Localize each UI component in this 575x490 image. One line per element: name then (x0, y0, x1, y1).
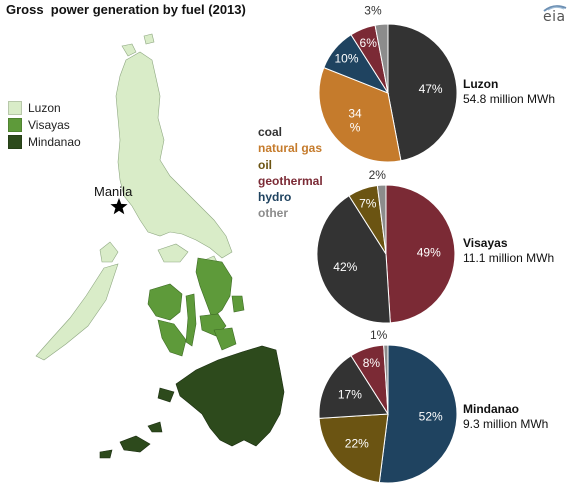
region-name: Luzon (463, 77, 499, 91)
manila-star-icon (110, 198, 128, 215)
pie-data-label: 17% (338, 388, 362, 402)
pie-slice-mindanao-coal (318, 355, 389, 419)
luzon-region (35, 33, 233, 361)
region-label-luzon: Luzon 54.8 million MWh (463, 77, 555, 107)
pie-luzon: 47% 34 % 10%6% 3% (318, 3, 458, 163)
eia-logo-icon (543, 5, 567, 12)
region-caption: 11.1 million MWh (463, 251, 555, 265)
region-label-mindanao: Mindanao 9.3 million MWh (463, 402, 548, 432)
pie-slice-visayas-coal (316, 195, 391, 324)
region-name: Mindanao (463, 402, 519, 416)
pie-data-label: 10% (335, 52, 359, 66)
region-name: Visayas (463, 236, 508, 250)
pie-slice-mindanao-other (383, 344, 389, 415)
pie-slice-luzon-other (374, 23, 389, 94)
map-legend-item-luzon: Luzon (8, 100, 81, 116)
fuel-legend-geothermal: geothermal (258, 173, 323, 188)
pie-data-label: 3% (364, 3, 382, 17)
pie-data-label: 52% (419, 410, 443, 424)
pie-charts: 47% 34 % 10%6% 3% 49% 42% 7% 2% 52% 22% 17% 8% 1% (316, 3, 458, 484)
pie-slice-luzon-coal (387, 23, 458, 162)
pie-data-label: 6% (360, 36, 378, 50)
pie-slice-mindanao-hydro (378, 344, 458, 484)
fuel-legend-other: other (258, 206, 288, 221)
map-legend-item-visayas: Visayas (8, 117, 81, 133)
region-caption: 54.8 million MWh (463, 92, 556, 106)
map-legend-item-mindanao: Mindanao (8, 134, 81, 150)
pie-data-label: 7% (359, 196, 377, 210)
pie-data-label: 49% (417, 246, 441, 260)
pie-visayas: 49% 42% 7% 2% (316, 168, 456, 324)
region-label-visayas: Visayas 11.1 million MWh (463, 236, 554, 266)
map-legend-label: Luzon (28, 101, 61, 115)
pie-slice-luzon-natural-gas (318, 66, 402, 163)
visayas-region (147, 257, 245, 357)
mindanao-region (99, 345, 285, 459)
pie-data-label: 1% (370, 328, 388, 342)
manila-label: Manila (94, 184, 133, 199)
pie-data-label: 8% (363, 356, 381, 370)
pie-slice-visayas-other (376, 184, 387, 255)
pie-data-label: 22% (345, 436, 369, 450)
map-legend-swatch (8, 135, 22, 149)
map-legend-label: Mindanao (28, 135, 81, 149)
fuel-legend-natural-gas: natural gas (258, 141, 323, 156)
map-legend-swatch (8, 101, 22, 115)
pie-data-label: 2% (369, 168, 387, 182)
eia-logo-text: eia (543, 9, 566, 25)
pie-data-label: 42% (333, 260, 357, 274)
pie-slice-mindanao-oil (318, 413, 389, 484)
pie-data-label: 34% (348, 106, 362, 134)
region-caption: 9.3 million MWh (463, 417, 549, 431)
philippines-map (35, 33, 285, 459)
map-legend-swatch (8, 118, 22, 132)
fuel-legend-coal: coal (258, 125, 283, 139)
fuel-legend: coal natural gas oil geothermal hydro ot… (258, 124, 323, 222)
manila-star-icon-shape (110, 198, 128, 215)
chart-title: Gross power generation by fuel (2013) (6, 2, 246, 17)
map-legend: Luzon Visayas Mindanao (8, 100, 81, 151)
map-legend-label: Visayas (28, 118, 70, 132)
pie-mindanao: 52% 22% 17% 8% 1% (318, 328, 458, 484)
fuel-legend-hydro: hydro (258, 190, 292, 205)
fuel-legend-oil: oil (258, 157, 272, 172)
pie-data-label: 47% (419, 82, 443, 96)
pie-slice-visayas-geothermal (385, 184, 456, 324)
